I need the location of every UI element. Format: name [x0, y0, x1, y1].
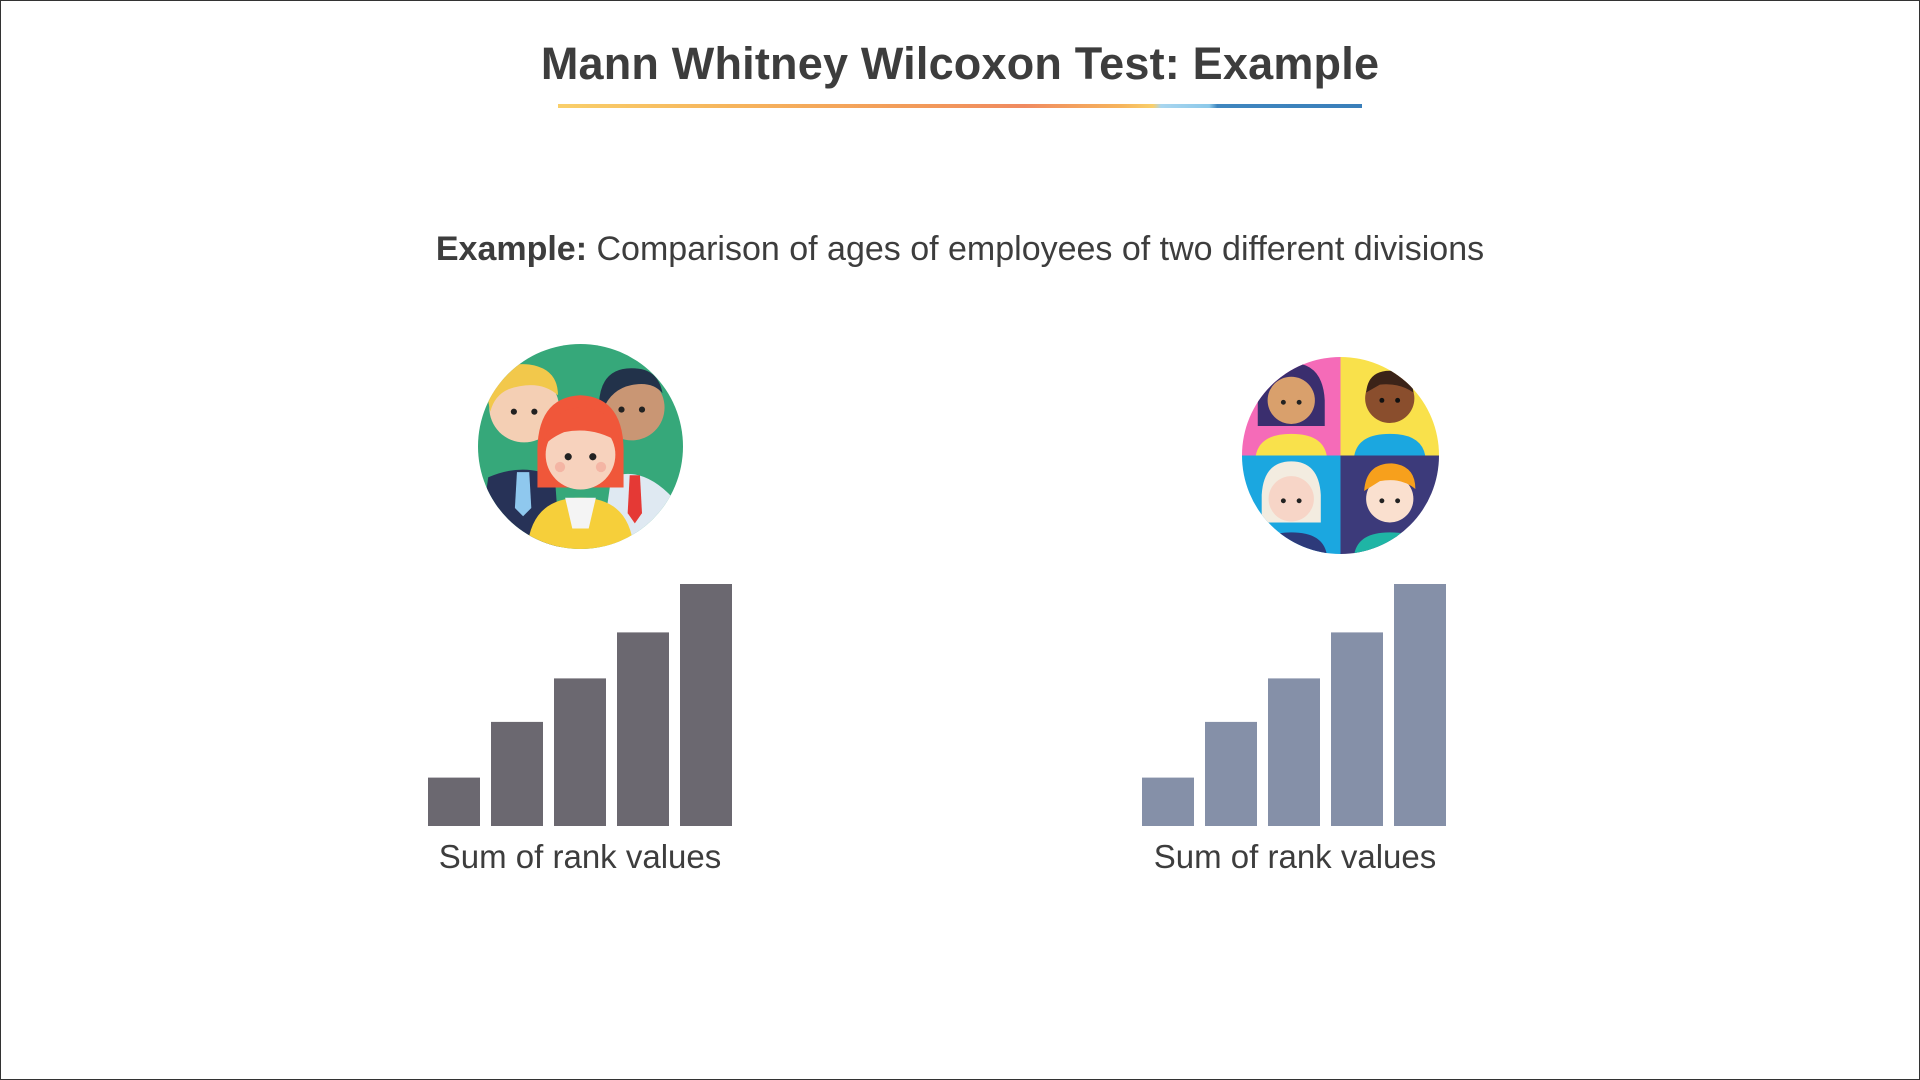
rank-chart-right	[1142, 584, 1446, 826]
title-underline	[558, 104, 1362, 108]
bar-3	[554, 678, 606, 826]
bar-2	[1205, 721, 1257, 826]
slide-title: Mann Whitney Wilcoxon Test: Example	[540, 38, 1380, 89]
bar-2	[491, 721, 543, 826]
bar-3	[1268, 678, 1320, 826]
caption-left: Sum of rank values	[438, 838, 722, 875]
diverse-team-icon	[1242, 357, 1439, 554]
bar-4	[617, 632, 669, 826]
bar-1	[428, 777, 480, 826]
subtitle-label: Example:	[435, 230, 588, 268]
bar-5	[680, 584, 732, 826]
slide-subtitle: Example: Comparison of ages of employees…	[0, 230, 1920, 269]
subtitle-text: Comparison of ages of employees of two d…	[587, 230, 1485, 268]
caption-right: Sum of rank values	[1153, 838, 1437, 875]
business-team-icon	[478, 344, 683, 549]
bar-4	[1331, 632, 1383, 826]
bar-1	[1142, 777, 1194, 826]
bar-5	[1394, 584, 1446, 826]
rank-chart-left	[428, 584, 732, 826]
